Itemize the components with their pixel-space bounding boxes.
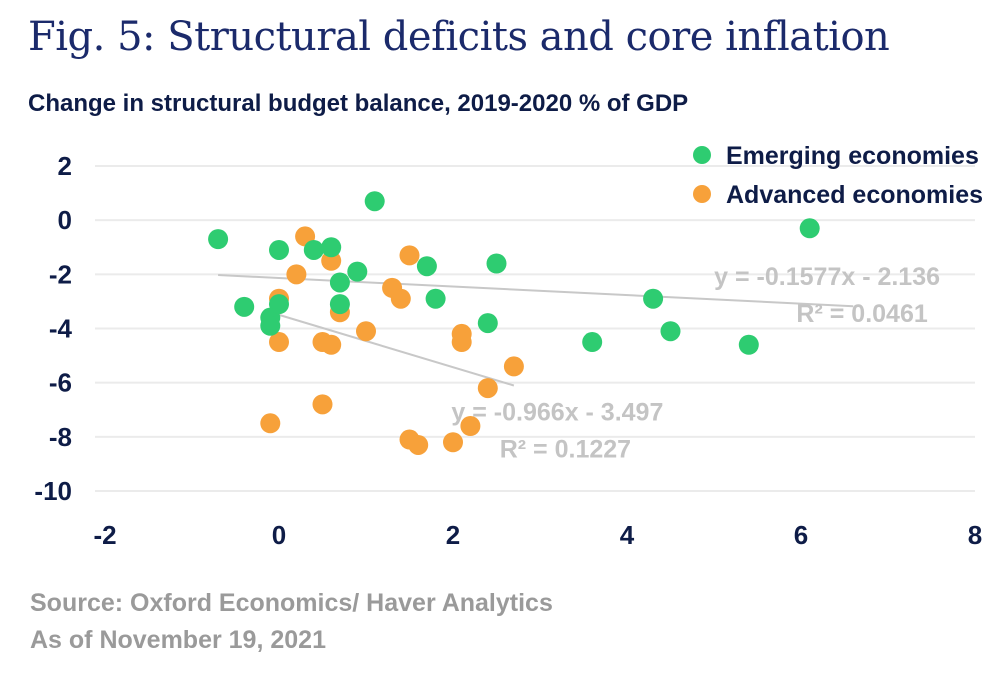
trendline-r-squared: R² = 0.0461 <box>796 300 927 328</box>
advanced-point <box>286 264 306 284</box>
advanced-trendline <box>270 312 514 385</box>
x-tick-label: 8 <box>968 520 982 550</box>
emerging-point <box>260 316 280 336</box>
emerging-point <box>426 289 446 309</box>
x-tick-label: 2 <box>446 520 460 550</box>
legend-marker <box>693 185 711 203</box>
y-tick-label: -6 <box>49 368 72 398</box>
advanced-point <box>504 356 524 376</box>
advanced-point <box>400 245 420 265</box>
y-tick-label: 2 <box>58 151 72 181</box>
emerging-point <box>487 254 507 274</box>
emerging-point <box>643 289 663 309</box>
emerging-point <box>330 272 350 292</box>
advanced-point <box>356 321 376 341</box>
y-tick-label: -8 <box>49 422 72 452</box>
emerging-point <box>347 262 367 282</box>
emerging-point <box>582 332 602 352</box>
emerging-point <box>478 313 498 333</box>
trendline-equation: y = -0.1577x - 2.136 <box>714 263 940 291</box>
advanced-point <box>260 413 280 433</box>
legend-label: Advanced economies <box>726 181 983 209</box>
advanced-point <box>478 378 498 398</box>
advanced-point <box>443 432 463 452</box>
y-tick-label: -4 <box>49 314 73 344</box>
advanced-point <box>408 435 428 455</box>
x-tick-label: 4 <box>620 520 635 550</box>
x-tick-label: -2 <box>93 520 116 550</box>
y-tick-label: 0 <box>58 205 72 235</box>
emerging-point <box>208 229 228 249</box>
emerging-point <box>365 191 385 211</box>
emerging-point <box>661 321 681 341</box>
emerging-point <box>304 240 324 260</box>
emerging-point <box>330 294 350 314</box>
legend-label: Emerging economies <box>726 142 979 170</box>
emerging-point <box>269 294 289 314</box>
advanced-point <box>391 289 411 309</box>
y-tick-label: -2 <box>49 259 72 289</box>
advanced-point <box>452 332 472 352</box>
source-note: Source: Oxford Economics/ Haver Analytic… <box>30 589 553 618</box>
scatter-chart: 2 0 -2 -4 -6 -8 -10 -2 0 2 4 6 8 y = -0.1577x - 2.13… <box>0 0 1000 680</box>
trendline-equation: y = -0.966x - 3.497 <box>451 399 663 427</box>
emerging-point <box>269 240 289 260</box>
advanced-point <box>313 394 333 414</box>
date-note: As of November 19, 2021 <box>30 626 326 655</box>
emerging-point <box>417 256 437 276</box>
y-tick-label: -10 <box>34 476 72 506</box>
trendline-r-squared: R² = 0.1227 <box>500 436 631 464</box>
emerging-point <box>800 218 820 238</box>
emerging-point <box>739 335 759 355</box>
legend-marker <box>693 146 711 164</box>
x-tick-label: 0 <box>272 520 286 550</box>
x-tick-label: 6 <box>794 520 808 550</box>
emerging-point <box>234 297 254 317</box>
emerging-point <box>321 237 341 257</box>
advanced-point <box>321 335 341 355</box>
